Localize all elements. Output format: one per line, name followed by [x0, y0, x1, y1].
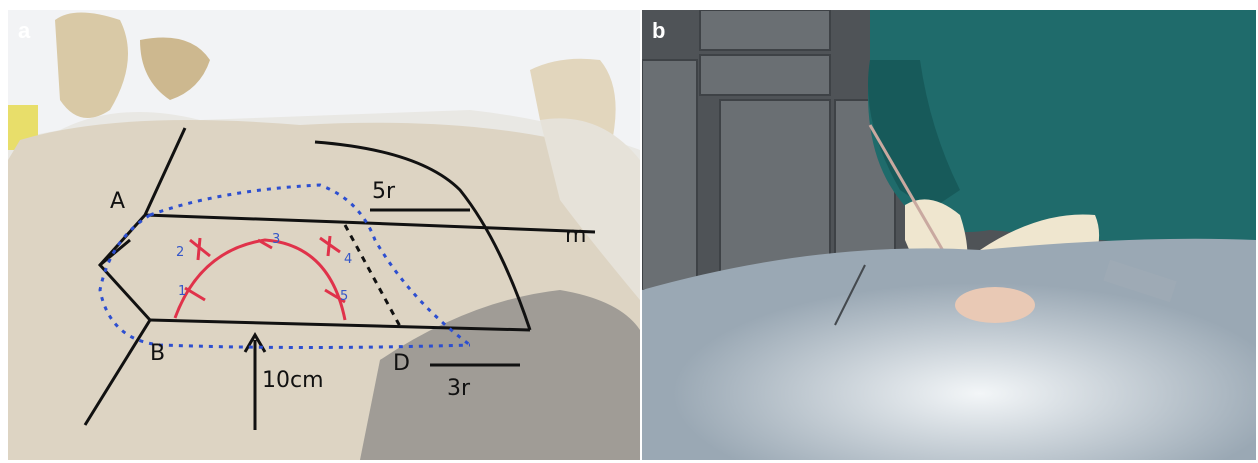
marking: m — [565, 223, 586, 248]
marking: 5r — [372, 179, 396, 204]
marking: 2 — [176, 245, 184, 260]
photo-a: A B D m 5r 3r 10cm 1 2 3 4 5 — [8, 10, 640, 460]
marking: 5 — [340, 289, 348, 304]
marking: 10cm — [262, 368, 324, 393]
marking: 3 — [272, 232, 280, 247]
marking: 1 — [178, 284, 186, 299]
marking: B — [150, 341, 165, 366]
photo-b — [642, 10, 1256, 460]
marking: D — [393, 351, 410, 376]
panel-label: b — [652, 18, 665, 43]
marking: A — [110, 189, 125, 214]
panel-label: a — [18, 18, 31, 43]
marking: 4 — [344, 252, 352, 267]
figure: A B D m 5r 3r 10cm 1 2 3 4 5 a b — [0, 0, 1258, 463]
marking: 3r — [447, 376, 471, 401]
